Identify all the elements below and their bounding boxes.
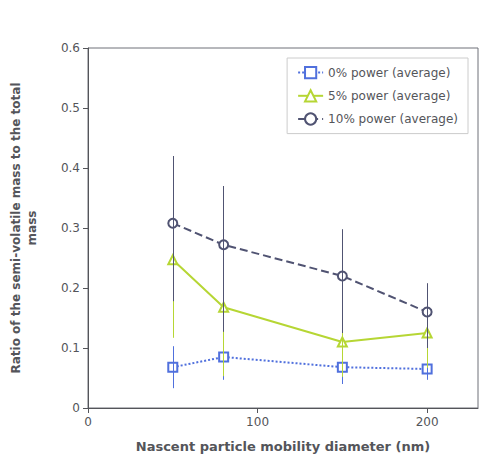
svg-text:mass: mass xyxy=(25,211,39,246)
svg-text:100: 100 xyxy=(246,415,269,429)
svg-text:0: 0 xyxy=(72,401,80,415)
svg-text:0% power (average): 0% power (average) xyxy=(328,66,450,80)
svg-text:0: 0 xyxy=(84,415,92,429)
svg-text:0.4: 0.4 xyxy=(61,161,80,175)
svg-text:0.1: 0.1 xyxy=(61,341,80,355)
svg-text:10% power (average): 10% power (average) xyxy=(328,112,458,126)
svg-text:5% power (average): 5% power (average) xyxy=(328,89,450,103)
svg-text:Ratio of the semi-volatile mas: Ratio of the semi-volatile mass to the t… xyxy=(9,82,23,373)
svg-text:0.6: 0.6 xyxy=(61,41,80,55)
svg-text:0.3: 0.3 xyxy=(61,221,80,235)
svg-text:200: 200 xyxy=(416,415,439,429)
svg-text:0.2: 0.2 xyxy=(61,281,80,295)
svg-text:Nascent particle mobility diam: Nascent particle mobility diameter (nm) xyxy=(136,439,431,454)
svg-text:0.5: 0.5 xyxy=(61,101,80,115)
